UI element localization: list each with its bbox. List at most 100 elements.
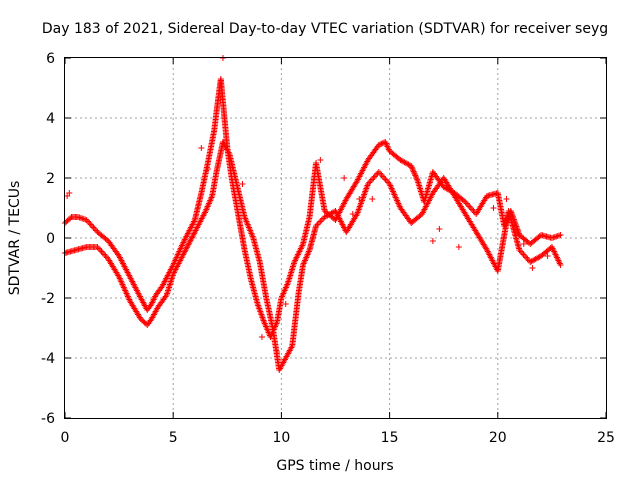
data-point xyxy=(318,217,325,223)
data-point xyxy=(382,176,389,183)
data-point xyxy=(469,206,476,213)
x-axis-label: GPS time / hours xyxy=(276,458,393,474)
data-point xyxy=(90,224,97,231)
data-point xyxy=(519,250,526,256)
data-point xyxy=(412,172,419,179)
data-point xyxy=(89,223,96,229)
data-point xyxy=(188,234,195,241)
data-point xyxy=(377,141,384,148)
data-point xyxy=(408,163,415,169)
x-tick-label: 5 xyxy=(169,430,178,446)
y-tick-label: 0 xyxy=(46,231,55,247)
data-point xyxy=(101,251,108,258)
data-point xyxy=(317,218,324,225)
data-point xyxy=(429,238,436,244)
data-points xyxy=(62,55,564,373)
data-point xyxy=(186,240,193,247)
data-point xyxy=(83,217,90,223)
y-axis-label: SDTVAR / TECUs xyxy=(7,181,23,296)
data-point xyxy=(367,178,374,184)
data-point xyxy=(411,169,418,176)
data-point xyxy=(370,175,377,181)
data-point xyxy=(410,167,417,174)
data-point xyxy=(467,205,474,211)
data-point xyxy=(204,166,211,172)
data-point xyxy=(185,241,192,248)
data-point xyxy=(313,223,320,229)
y-tick-label: -4 xyxy=(41,351,55,367)
data-point xyxy=(436,226,443,232)
data-point xyxy=(460,197,467,204)
data-point xyxy=(315,220,322,226)
data-point xyxy=(413,175,420,182)
data-point xyxy=(183,245,190,252)
y-tick-label: -2 xyxy=(41,291,55,307)
data-point xyxy=(93,227,100,234)
data-point xyxy=(503,196,510,202)
data-point xyxy=(99,250,106,256)
y-tick-label: -6 xyxy=(41,411,55,427)
data-point xyxy=(375,142,382,148)
data-point xyxy=(258,334,265,340)
data-point xyxy=(282,301,289,307)
data-point xyxy=(409,165,416,172)
data-point xyxy=(189,233,196,240)
data-point xyxy=(490,205,497,211)
data-point xyxy=(465,202,472,208)
data-point xyxy=(184,243,191,249)
data-point xyxy=(414,176,421,183)
data-point xyxy=(66,190,73,196)
data-point xyxy=(557,262,564,268)
data-point xyxy=(188,236,195,242)
data-point xyxy=(375,169,382,175)
data-point xyxy=(341,175,348,181)
data-point xyxy=(516,247,523,253)
data-point xyxy=(379,173,386,180)
data-point xyxy=(95,245,102,252)
data-point xyxy=(557,232,564,238)
data-point xyxy=(274,349,281,355)
data-point xyxy=(86,220,93,226)
data-point xyxy=(520,241,527,247)
x-tick-label: 15 xyxy=(381,430,399,446)
data-point xyxy=(523,254,530,261)
data-point xyxy=(411,171,418,178)
data-point xyxy=(102,253,109,259)
data-point xyxy=(94,244,101,250)
data-point xyxy=(182,247,189,254)
data-point xyxy=(377,170,384,177)
data-point xyxy=(186,238,193,245)
data-point xyxy=(373,172,380,178)
data-point xyxy=(529,265,536,271)
x-tick-label: 20 xyxy=(489,430,507,446)
y-tick-label: 4 xyxy=(46,111,55,127)
data-point xyxy=(381,175,388,181)
chart-title: Day 183 of 2021, Sidereal Day-to-day VTE… xyxy=(42,21,608,37)
data-point xyxy=(520,251,527,258)
data-point xyxy=(317,157,324,163)
data-point xyxy=(183,244,190,251)
data-point xyxy=(463,200,470,207)
data-point xyxy=(239,181,246,187)
data-point xyxy=(187,237,194,244)
data-point xyxy=(455,244,462,250)
data-point xyxy=(181,250,188,256)
data-point xyxy=(198,145,205,151)
x-tick-label: 10 xyxy=(272,430,290,446)
data-point xyxy=(67,215,74,222)
y-tick-label: 6 xyxy=(46,51,55,67)
data-point xyxy=(410,168,417,175)
data-point xyxy=(181,248,188,255)
x-tick-label: 25 xyxy=(597,430,615,446)
data-point xyxy=(371,173,378,180)
x-axis: 0 5 10 15 20 25 xyxy=(61,58,615,446)
data-point xyxy=(521,253,528,259)
data-point xyxy=(349,211,356,217)
data-point xyxy=(408,164,415,171)
data-point xyxy=(356,196,363,202)
data-point xyxy=(544,253,551,259)
plot-frame xyxy=(64,57,607,419)
y-tick-label: 2 xyxy=(46,171,55,187)
data-point xyxy=(87,221,94,228)
